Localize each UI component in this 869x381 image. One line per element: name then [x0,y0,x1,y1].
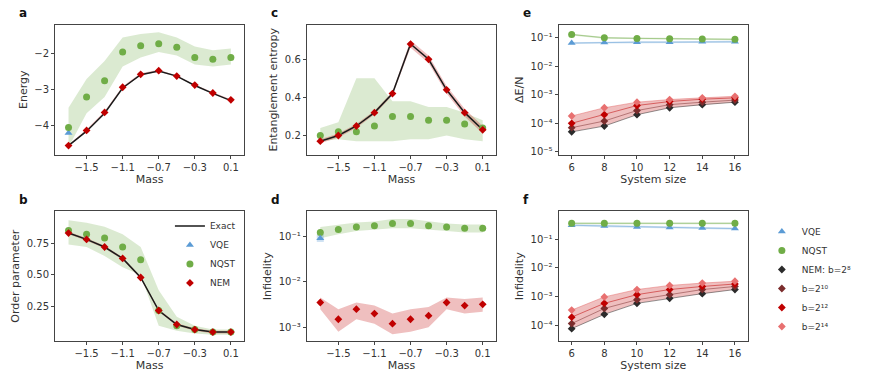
svg-text:−0.7: −0.7 [147,348,171,359]
svg-text:Energy: Energy [17,70,30,109]
svg-text:0.25: 0.25 [27,301,49,312]
svg-text:Infidelity: Infidelity [261,252,274,300]
svg-text:0.4: 0.4 [285,92,301,103]
svg-text:12: 12 [663,162,676,173]
svg-text:NEM: b=2⁸: NEM: b=2⁸ [802,265,851,275]
svg-text:0.1: 0.1 [475,348,491,359]
svg-text:−0.3: −0.3 [183,348,207,359]
svg-text:−0.3: −0.3 [183,162,207,173]
svg-text:NQST: NQST [210,259,236,269]
svg-text:10⁻²: 10⁻² [279,276,301,287]
svg-text:System size: System size [620,173,686,186]
svg-text:0.1: 0.1 [223,348,239,359]
svg-text:System size: System size [620,359,686,372]
svg-text:6: 6 [568,162,574,173]
svg-text:10⁻¹: 10⁻¹ [279,231,301,242]
svg-text:Mass: Mass [388,173,416,186]
svg-text:10⁻³: 10⁻³ [531,291,553,302]
svg-text:14: 14 [696,162,709,173]
svg-text:−3: −3 [34,84,49,95]
svg-text:−1.5: −1.5 [74,162,98,173]
svg-text:d: d [271,193,280,207]
svg-text:f: f [523,193,529,207]
svg-text:8: 8 [601,162,607,173]
svg-text:10⁻²: 10⁻² [531,262,553,273]
svg-text:10⁻²: 10⁻² [531,61,553,72]
svg-text:10⁻³: 10⁻³ [279,322,301,333]
svg-text:0.1: 0.1 [475,162,491,173]
svg-text:Mass: Mass [388,359,416,372]
svg-text:b: b [19,193,28,207]
svg-text:10⁻¹: 10⁻¹ [531,32,553,43]
svg-text:NQST: NQST [802,246,828,256]
svg-text:VQE: VQE [210,240,229,250]
svg-text:Infidelity: Infidelity [513,252,526,300]
svg-text:0.75: 0.75 [27,238,49,249]
svg-text:12: 12 [663,348,676,359]
svg-text:−1.1: −1.1 [110,162,134,173]
svg-text:−0.7: −0.7 [147,162,171,173]
svg-text:b=2¹⁰: b=2¹⁰ [802,284,829,294]
svg-text:NEM: NEM [210,278,230,288]
svg-text:10⁻⁵: 10⁻⁵ [531,146,553,157]
svg-text:10⁻³: 10⁻³ [531,89,553,100]
svg-text:Entanglement entropy: Entanglement entropy [268,28,281,152]
svg-text:10: 10 [631,162,644,173]
svg-text:−1.1: −1.1 [362,348,386,359]
svg-text:−4: −4 [34,120,49,131]
svg-text:−1.1: −1.1 [362,162,386,173]
svg-text:10⁻⁴: 10⁻⁴ [531,320,553,331]
svg-text:Mass: Mass [136,359,164,372]
svg-text:a: a [19,6,27,20]
svg-text:b=2¹²: b=2¹² [802,303,829,313]
svg-text:VQE: VQE [802,227,821,237]
svg-text:−0.7: −0.7 [398,348,422,359]
svg-text:16: 16 [729,162,742,173]
svg-text:−0.7: −0.7 [398,162,422,173]
svg-text:ΔE/N: ΔE/N [513,77,526,103]
svg-text:b=2¹⁴: b=2¹⁴ [802,322,829,332]
svg-text:−1.5: −1.5 [326,348,350,359]
svg-text:Exact: Exact [210,221,235,231]
svg-text:8: 8 [601,348,607,359]
svg-text:0.6: 0.6 [285,54,301,65]
svg-text:16: 16 [729,348,742,359]
svg-text:0.2: 0.2 [285,130,301,141]
svg-text:−2: −2 [34,48,49,59]
svg-text:10⁻⁴: 10⁻⁴ [531,118,553,129]
svg-text:−1.5: −1.5 [326,162,350,173]
svg-text:0.50: 0.50 [27,269,49,280]
svg-text:−1.1: −1.1 [110,348,134,359]
svg-text:10: 10 [631,348,644,359]
svg-text:−1.5: −1.5 [74,348,98,359]
svg-text:Order parameter: Order parameter [9,229,22,322]
svg-text:14: 14 [696,348,709,359]
svg-text:10⁻¹: 10⁻¹ [531,234,553,245]
svg-text:6: 6 [568,348,574,359]
svg-text:0.1: 0.1 [223,162,239,173]
svg-text:e: e [523,6,531,20]
svg-text:c: c [271,6,278,20]
svg-text:Mass: Mass [136,173,164,186]
svg-text:−0.3: −0.3 [434,162,458,173]
svg-text:−0.3: −0.3 [434,348,458,359]
